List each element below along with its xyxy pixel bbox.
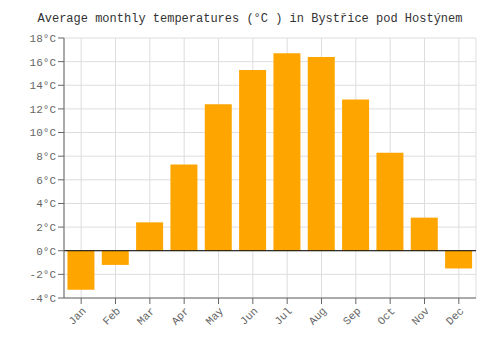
svg-text:8°C: 8°C: [36, 151, 56, 163]
svg-text:Mar: Mar: [135, 305, 157, 327]
svg-text:Feb: Feb: [101, 305, 123, 327]
svg-text:-4°C: -4°C: [30, 293, 57, 305]
svg-text:12°C: 12°C: [30, 104, 57, 116]
svg-text:Apr: Apr: [169, 305, 191, 327]
svg-text:Nov: Nov: [410, 305, 433, 328]
svg-text:Jun: Jun: [238, 305, 260, 327]
svg-text:-2°C: -2°C: [30, 269, 57, 281]
svg-text:Dec: Dec: [444, 305, 466, 327]
svg-text:18°C: 18°C: [30, 33, 57, 45]
svg-text:10°C: 10°C: [30, 127, 57, 139]
svg-text:14°C: 14°C: [30, 80, 57, 92]
svg-text:Jan: Jan: [66, 305, 88, 327]
svg-text:6°C: 6°C: [36, 175, 56, 187]
html-text:Average monthly temperatures (: Average monthly temperatures (°C ) in By…: [37, 12, 463, 26]
svg-text:May: May: [204, 305, 227, 328]
svg-text:Aug: Aug: [307, 305, 329, 327]
svg-text:4°C: 4°C: [36, 198, 56, 210]
svg-text:2°C: 2°C: [36, 222, 56, 234]
svg-text:Oct: Oct: [375, 305, 397, 327]
svg-text:Jul: Jul: [272, 305, 294, 327]
svg-text:Sep: Sep: [341, 305, 363, 327]
svg-text:0°C: 0°C: [36, 246, 56, 258]
svg-text:16°C: 16°C: [30, 57, 57, 69]
